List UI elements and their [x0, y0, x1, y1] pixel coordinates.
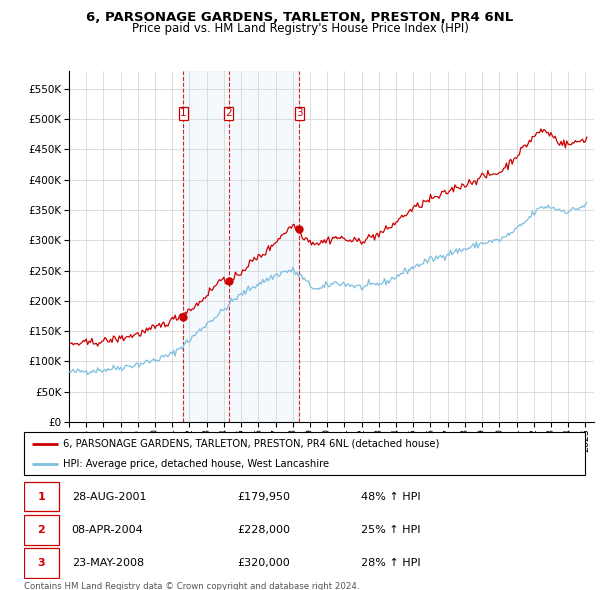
Text: Contains HM Land Registry data © Crown copyright and database right 2024.: Contains HM Land Registry data © Crown c…: [24, 582, 359, 590]
Text: 6, PARSONAGE GARDENS, TARLETON, PRESTON, PR4 6NL (detached house): 6, PARSONAGE GARDENS, TARLETON, PRESTON,…: [63, 439, 440, 449]
Text: HPI: Average price, detached house, West Lancashire: HPI: Average price, detached house, West…: [63, 460, 329, 469]
FancyBboxPatch shape: [24, 482, 59, 511]
Text: 28-AUG-2001: 28-AUG-2001: [71, 491, 146, 502]
Text: 3: 3: [38, 558, 45, 568]
Text: 48% ↑ HPI: 48% ↑ HPI: [361, 491, 420, 502]
Text: 25% ↑ HPI: 25% ↑ HPI: [361, 525, 420, 535]
Text: 6, PARSONAGE GARDENS, TARLETON, PRESTON, PR4 6NL: 6, PARSONAGE GARDENS, TARLETON, PRESTON,…: [86, 11, 514, 24]
FancyBboxPatch shape: [24, 515, 59, 545]
Text: 2: 2: [38, 525, 45, 535]
Text: 2: 2: [225, 108, 232, 118]
Text: £179,950: £179,950: [237, 491, 290, 502]
Text: 28% ↑ HPI: 28% ↑ HPI: [361, 558, 420, 568]
Text: 08-APR-2004: 08-APR-2004: [71, 525, 143, 535]
Text: Price paid vs. HM Land Registry's House Price Index (HPI): Price paid vs. HM Land Registry's House …: [131, 22, 469, 35]
Bar: [184, 71, 299, 422]
Text: 3: 3: [296, 108, 303, 118]
Text: 23-MAY-2008: 23-MAY-2008: [71, 558, 144, 568]
Text: £320,000: £320,000: [237, 558, 290, 568]
Text: 1: 1: [180, 108, 187, 118]
FancyBboxPatch shape: [24, 432, 585, 475]
FancyBboxPatch shape: [24, 549, 59, 578]
Text: £228,000: £228,000: [237, 525, 290, 535]
Text: 1: 1: [38, 491, 45, 502]
